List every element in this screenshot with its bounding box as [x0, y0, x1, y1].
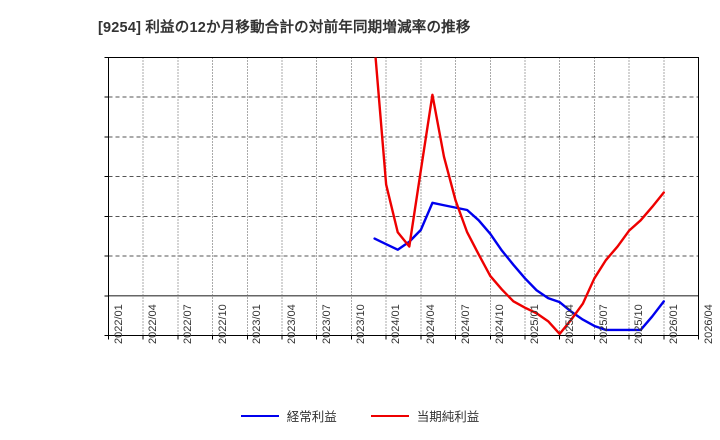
legend-label: 経常利益 — [286, 410, 337, 424]
legend-color-swatch — [370, 414, 409, 417]
x-axis-tick-label: 2023/04 — [286, 303, 299, 344]
legend-item-ordinary-profit[interactable]: 経常利益 — [240, 406, 337, 425]
x-axis-tick-label: 2026/04 — [702, 303, 715, 344]
x-axis-tick-label: 2025/07 — [598, 303, 611, 344]
legend-label: 当期純利益 — [416, 410, 480, 424]
x-axis-tick-label: 2024/10 — [494, 303, 507, 344]
x-axis-tick-label: 2026/01 — [667, 303, 680, 344]
legend-color-swatch — [240, 414, 279, 417]
x-axis-tick-label: 2022/07 — [181, 303, 194, 344]
chart-title: [9254] 利益の12か月移動合計の対前年同期増減率の推移 — [98, 20, 471, 36]
legend-item-net-profit[interactable]: 当期純利益 — [370, 406, 480, 425]
x-axis-tick-label: 2024/04 — [424, 303, 437, 344]
series-line-ordinary-profit — [373, 201, 665, 332]
x-axis-tick-label: 2023/01 — [251, 303, 264, 344]
x-axis-tick-label: 2022/01 — [112, 303, 125, 344]
x-axis-tick-label: 2022/10 — [216, 303, 229, 344]
x-axis-tick-label: 2025/01 — [528, 303, 541, 344]
x-axis-tick-label: 2025/04 — [563, 303, 576, 344]
x-axis-tick-label: 2025/10 — [633, 303, 646, 344]
x-axis-tick-label: 2022/04 — [147, 303, 160, 344]
chart-legend: 経常利益 当期純利益 — [0, 406, 720, 425]
x-axis-tick-label: 2023/07 — [320, 303, 333, 344]
series-line-net-profit — [374, 57, 665, 336]
x-axis-tick-label: 2024/01 — [390, 303, 403, 344]
x-axis-tick-label: 2024/07 — [459, 303, 472, 344]
x-axis-tick-label: 2023/10 — [355, 303, 368, 344]
